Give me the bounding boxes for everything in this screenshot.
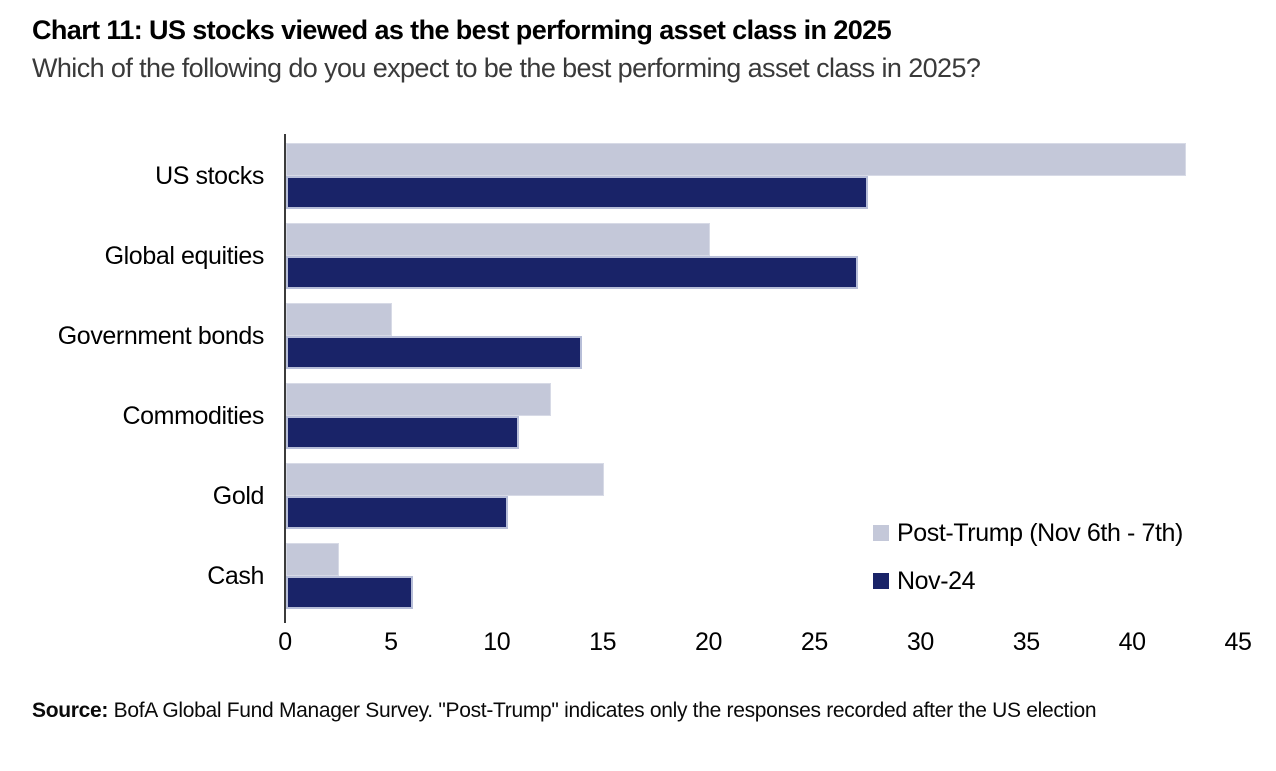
chart-subtitle: Which of the following do you expect to … <box>32 53 981 83</box>
bar-group: Cash <box>32 543 1244 609</box>
legend-swatch-post-trump <box>873 525 889 541</box>
category-label: Cash <box>207 562 264 590</box>
bar-nov-24 <box>286 496 509 529</box>
x-tick-label: 10 <box>483 628 511 656</box>
bar-chart: US stocks Global equities Government bonds… <box>32 134 1252 674</box>
x-tick-label: 30 <box>906 628 934 656</box>
bar-post-trump <box>286 543 339 576</box>
bar-nov-24 <box>286 256 858 289</box>
legend-item-nov-24: Nov-24 <box>873 564 1183 598</box>
bar-group: Commodities <box>32 383 1244 449</box>
bar-pair <box>286 143 1239 209</box>
bar-pair <box>286 463 1239 529</box>
bar-post-trump <box>286 303 392 336</box>
x-tick-label: 45 <box>1224 628 1252 656</box>
legend-swatch-nov-24 <box>873 573 889 589</box>
x-tick-label: 20 <box>695 628 723 656</box>
bar-group: US stocks <box>32 143 1244 209</box>
bar-pair <box>286 383 1239 449</box>
bar-nov-24 <box>286 416 519 449</box>
x-axis-ticks: 0 5 10 15 20 25 30 35 40 45 <box>32 628 1252 660</box>
bar-group: Gold <box>32 463 1244 529</box>
x-tick-label: 5 <box>384 628 398 656</box>
legend: Post-Trump (Nov 6th - 7th) Nov-24 <box>873 516 1183 612</box>
x-tick-label: 0 <box>278 628 292 656</box>
x-tick-label: 40 <box>1118 628 1146 656</box>
source-note: Source: BofA Global Fund Manager Survey.… <box>32 698 1244 724</box>
y-axis-line <box>284 134 286 623</box>
bar-post-trump <box>286 463 604 496</box>
x-tick-label: 25 <box>800 628 828 656</box>
bar-post-trump <box>286 383 551 416</box>
category-label: Commodities <box>122 402 265 430</box>
bar-group: Government bonds <box>32 303 1244 369</box>
x-tick-label: 15 <box>589 628 617 656</box>
bar-nov-24 <box>286 176 869 209</box>
category-label: US stocks <box>155 162 264 190</box>
source-text: BofA Global Fund Manager Survey. "Post-T… <box>108 699 1097 722</box>
category-label: Government bonds <box>57 322 265 350</box>
category-label: Gold <box>212 482 265 510</box>
x-tick-label: 35 <box>1012 628 1040 656</box>
bar-post-trump <box>286 223 710 256</box>
legend-item-post-trump: Post-Trump (Nov 6th - 7th) <box>873 516 1183 550</box>
chart-title: Chart 11: US stocks viewed as the best p… <box>32 15 892 45</box>
bar-post-trump <box>286 143 1187 176</box>
bar-pair <box>286 543 1239 609</box>
bar-pair <box>286 223 1239 289</box>
bar-group: Global equities <box>32 223 1244 289</box>
legend-label-post-trump: Post-Trump (Nov 6th - 7th) <box>897 518 1183 547</box>
category-label: Global equities <box>104 242 265 270</box>
bar-nov-24 <box>286 336 583 369</box>
legend-label-nov-24: Nov-24 <box>897 566 976 595</box>
bar-groups: US stocks Global equities Government bonds… <box>32 143 1244 623</box>
bar-pair <box>286 303 1239 369</box>
source-label: Source: <box>32 699 109 722</box>
bar-nov-24 <box>286 576 414 609</box>
